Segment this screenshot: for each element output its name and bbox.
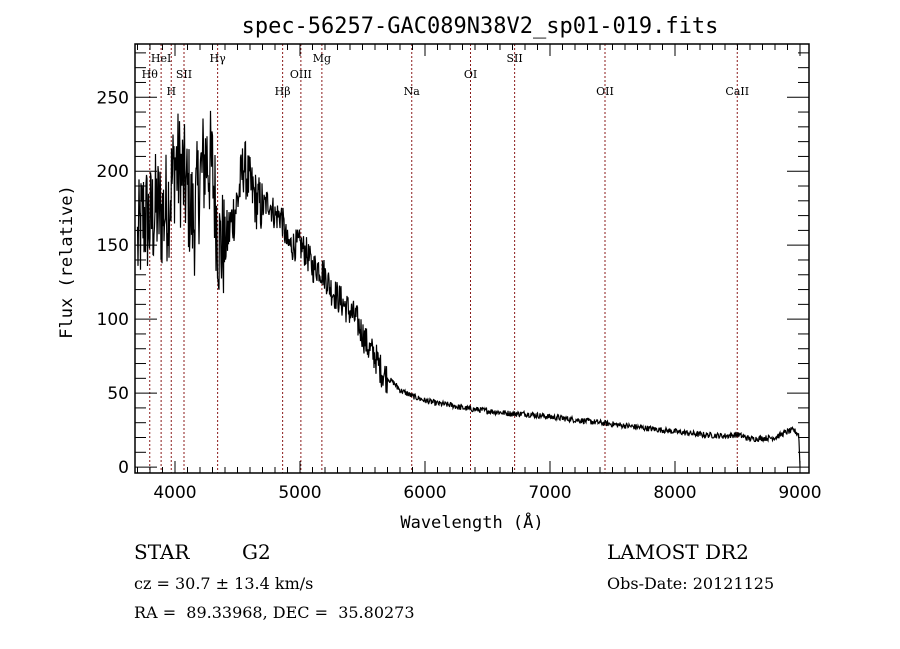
spectral-line-label: Na [404,85,421,98]
spectral-line-label: CaII [725,85,749,98]
x-tick-label: 4000 [153,483,196,503]
y-tick-label: 250 [97,88,129,108]
coordinates: RA = 89.33968, DEC = 35.80273 [134,603,415,622]
y-tick-label: 50 [107,384,129,404]
spectrum-line [136,110,801,468]
x-tick-label: 5000 [278,483,321,503]
plot-frame [134,43,810,474]
axis-ticks [135,44,809,473]
x-tick-label: 9000 [778,483,821,503]
spectral-line-label: HeI [151,52,171,65]
x-tick-label: 7000 [528,483,571,503]
redshift-info: cz = 30.7 ± 13.4 km/s [134,574,314,593]
spectral-line-label: SII [176,68,192,81]
obs-date: Obs-Date: 20121125 [607,574,775,593]
spectral-line-label: Hβ [275,85,291,98]
spectral-line-label: SII [507,52,523,65]
spectral-line-label: OIII [290,68,312,81]
spectral-line-label: Mg [313,52,331,65]
spectral-line-label: OII [596,85,614,98]
y-tick-label: 100 [97,310,129,330]
chart-title: spec-56257-GAC089N38V2_sp01-019.fits [242,14,719,39]
x-tick-label: 8000 [653,483,696,503]
y-tick-label: 150 [97,236,129,256]
axis-tick-labels: 4000 5000 6000 7000 8000 9000 0 50 100 150 200 250 [97,88,822,503]
spectral-line-label: Hγ [210,52,227,65]
y-tick-label: 0 [118,458,129,478]
spectrum-series [136,110,801,468]
object-subclass: G2 [242,540,271,564]
spectral-line-label: OI [464,68,477,81]
survey-name: LAMOST DR2 [607,540,749,564]
x-axis-label: Wavelength (Å) [400,511,543,533]
spectral-line-label: Hθ [142,68,159,81]
y-tick-label: 200 [97,162,129,182]
x-tick-label: 6000 [403,483,446,503]
object-class: STAR [134,540,190,564]
y-axis-label: Flux (relative) [57,185,77,339]
spectral-line-label: H [166,85,176,98]
